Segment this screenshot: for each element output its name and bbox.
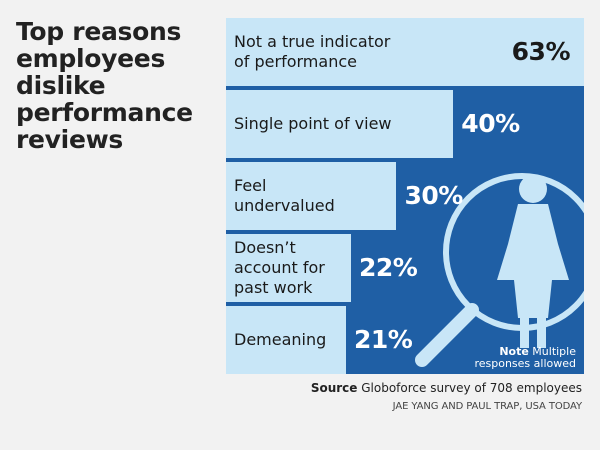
bar [226,18,584,86]
chart-panel: Not a true indicator of performance 63% Si… [226,18,584,374]
bar-value-label: 40% [461,109,520,138]
source-label: Source [310,381,358,395]
bar-label: Doesn’t account for past work [234,238,325,297]
source-text: Globoforce survey of 708 employees [361,381,582,395]
bar-value-label: 63% [511,37,571,66]
chart-title: Top reasons employees dislike performanc… [16,17,193,154]
bar-value-label: 30% [404,181,463,210]
bar-label: Single point of view [234,114,392,133]
note-label: Note [499,345,529,358]
bar-value-label: 21% [354,325,413,354]
chart-source: Source Globoforce survey of 708 employee… [311,381,582,395]
bar-label: Not a true indicator of performance [234,32,391,71]
note-text: Multiple responses allowed [474,345,576,370]
bar [226,234,352,302]
bar [226,90,454,158]
chart-note: Note Multiple responses allowed [474,346,576,370]
bar-label: Feel undervalued [234,176,335,215]
chart-credit: JAE YANG AND PAUL TRAP, USA TODAY [392,401,582,412]
magnifier-person-icon [415,173,584,367]
bar [226,162,397,230]
bar-value-label: 22% [359,253,418,282]
bar [226,306,346,374]
bar-label: Demeaning [234,330,327,349]
